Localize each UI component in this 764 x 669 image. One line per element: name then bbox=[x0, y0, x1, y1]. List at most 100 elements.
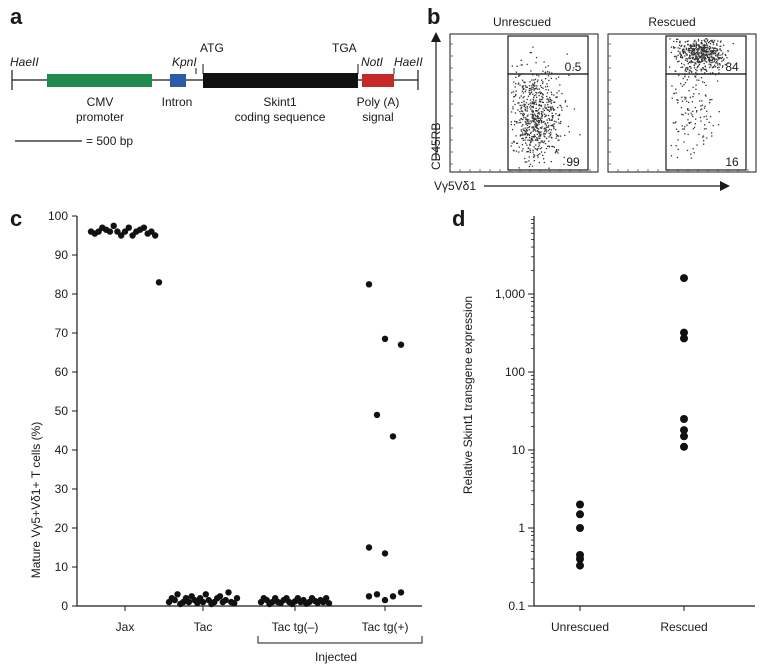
flow-event bbox=[696, 58, 698, 61]
flow-event bbox=[538, 117, 540, 119]
flow-event bbox=[542, 81, 544, 83]
flow-event bbox=[527, 147, 529, 149]
flow-event bbox=[690, 157, 692, 159]
flow-event bbox=[712, 58, 714, 60]
flow-event bbox=[705, 44, 707, 46]
flow-event bbox=[542, 70, 544, 72]
flow-event bbox=[718, 58, 720, 60]
flow-event bbox=[682, 128, 684, 130]
c-data-point bbox=[365, 593, 373, 600]
flow-event bbox=[520, 110, 523, 112]
flow-event bbox=[524, 109, 526, 111]
flow-event bbox=[557, 134, 559, 137]
flow-event bbox=[544, 106, 546, 108]
flow-event bbox=[539, 131, 541, 134]
c-data-point bbox=[381, 596, 389, 604]
flow-event bbox=[701, 60, 703, 62]
flow-event bbox=[709, 72, 712, 74]
flow-event bbox=[701, 40, 703, 42]
panel-d: d Relative Skint1 transgene expression 0… bbox=[452, 206, 755, 634]
flow-event bbox=[691, 101, 693, 103]
flow-event bbox=[526, 110, 529, 112]
flow-event bbox=[702, 60, 704, 62]
flow-event bbox=[519, 74, 522, 76]
flow-event bbox=[520, 108, 522, 110]
flow-event bbox=[673, 40, 675, 43]
flow-event bbox=[529, 99, 532, 101]
flow-event bbox=[686, 40, 688, 43]
c-data-point bbox=[125, 224, 132, 231]
flow-event bbox=[706, 40, 709, 42]
flow-event bbox=[542, 111, 544, 113]
flow-event bbox=[564, 101, 566, 103]
panel-c-letter: c bbox=[10, 206, 22, 231]
flow-event bbox=[530, 121, 533, 123]
flow-event bbox=[532, 113, 534, 115]
c-y-tick-label: 10 bbox=[55, 560, 69, 574]
flow-event bbox=[535, 120, 538, 122]
flow-event bbox=[704, 94, 707, 96]
flow-event bbox=[541, 114, 544, 117]
flow-event bbox=[529, 151, 531, 153]
flow-event bbox=[551, 145, 553, 148]
flow-event bbox=[515, 71, 518, 73]
d-data-point bbox=[680, 442, 688, 451]
flow-event bbox=[548, 146, 551, 148]
flow-event bbox=[710, 53, 712, 55]
flow-event bbox=[711, 59, 714, 61]
flow-event bbox=[537, 121, 540, 124]
flow-event bbox=[711, 54, 713, 56]
flow-event bbox=[533, 89, 535, 91]
flow-event bbox=[530, 104, 532, 106]
flow-event bbox=[697, 51, 699, 53]
flow-event bbox=[714, 54, 717, 57]
flow-event bbox=[551, 124, 553, 126]
flow-event bbox=[558, 76, 560, 78]
flow-event bbox=[544, 104, 546, 106]
flow-event bbox=[690, 44, 692, 47]
flow-event bbox=[531, 165, 534, 167]
flow-event bbox=[704, 68, 706, 71]
flow-event bbox=[689, 96, 691, 99]
c-x-tick-label: Tac tg(+) bbox=[361, 620, 408, 634]
flow-event bbox=[553, 109, 556, 111]
flow-event bbox=[534, 85, 536, 87]
flow-event bbox=[697, 38, 700, 41]
c-data-point bbox=[202, 591, 209, 598]
flow-event bbox=[541, 126, 543, 128]
flow-event bbox=[687, 40, 689, 42]
flow-event bbox=[535, 94, 537, 96]
flow-event bbox=[516, 121, 518, 123]
flow-event bbox=[703, 48, 705, 50]
flow-event bbox=[699, 56, 701, 59]
polya-block bbox=[362, 74, 394, 87]
flow-event bbox=[699, 61, 702, 63]
flow-event bbox=[684, 74, 686, 76]
flow-event bbox=[718, 72, 720, 74]
flow-event bbox=[691, 53, 693, 55]
flow-event bbox=[545, 147, 548, 150]
flow-event bbox=[695, 44, 698, 47]
flow-event bbox=[703, 68, 705, 71]
flow-event bbox=[685, 67, 687, 69]
flow-event bbox=[694, 123, 696, 125]
flow-event bbox=[525, 121, 527, 123]
flow-event bbox=[530, 113, 532, 115]
cmv-promoter-block bbox=[47, 74, 152, 87]
flow-event bbox=[702, 48, 704, 50]
flow-event bbox=[677, 130, 679, 133]
flow-event bbox=[522, 124, 524, 126]
flow-event bbox=[533, 160, 535, 162]
flow-event bbox=[690, 121, 692, 123]
flow-event bbox=[709, 66, 711, 68]
panel-b: b Unrescued Rescued 0.5 99 84 16 CD45RB … bbox=[427, 4, 757, 193]
flow-event bbox=[695, 88, 697, 90]
c-y-tick-label: 20 bbox=[55, 521, 69, 535]
flow-event bbox=[515, 83, 517, 85]
flow-event bbox=[684, 70, 686, 72]
flow-event bbox=[540, 99, 542, 101]
flow-event bbox=[690, 67, 692, 69]
flow-event bbox=[553, 120, 556, 122]
flow-event bbox=[532, 114, 534, 116]
flow-event bbox=[555, 96, 557, 99]
